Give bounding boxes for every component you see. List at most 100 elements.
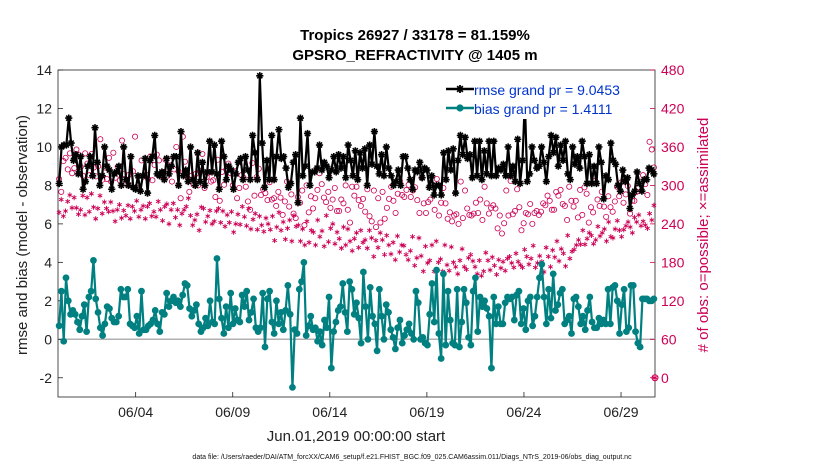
obs-assimilated-point [597, 233, 603, 239]
rmse-point [246, 176, 254, 184]
rmse-point [430, 191, 438, 199]
obs-assimilated-point [451, 259, 456, 265]
obs-possible-point [444, 215, 451, 222]
obs-possible-point [110, 149, 117, 156]
obs-assimilated-point [612, 226, 618, 232]
obs-assimilated-point [88, 191, 94, 197]
bias-point [517, 320, 525, 328]
obs-assimilated-point [106, 209, 112, 215]
rmse-point [79, 185, 87, 193]
obs-assimilated-point [302, 242, 308, 248]
bias-point [490, 293, 498, 301]
obs-assimilated-point [95, 205, 101, 212]
obs-assimilated-point [75, 211, 81, 217]
rmse-point [91, 124, 99, 132]
rmse-point [339, 152, 347, 161]
bias-point [213, 255, 221, 262]
obs-possible-point [351, 192, 358, 199]
rmse-point [530, 156, 539, 165]
rmse-point [487, 172, 496, 180]
bias-point [620, 285, 628, 293]
obs-possible-point [318, 181, 325, 188]
bias-point [195, 320, 203, 328]
obs-assimilated-point [295, 222, 301, 228]
rmse-point [389, 181, 398, 190]
obs-possible-point [353, 183, 360, 190]
bias-point [501, 299, 509, 307]
obs-assimilated-point [58, 196, 64, 203]
bias-point [577, 320, 585, 328]
bias-point [55, 322, 63, 330]
obs-assimilated-point [326, 239, 331, 245]
bias-point [465, 333, 472, 341]
obs-assimilated-point [358, 227, 364, 233]
obs-assimilated-point [601, 226, 607, 232]
obs-assimilated-point [188, 212, 194, 219]
obs-assimilated-point [224, 212, 230, 218]
rmse-point [554, 162, 562, 170]
obs-assimilated-point [269, 213, 275, 219]
bias-point [547, 314, 555, 322]
rmse-point [81, 177, 90, 186]
bias-point [236, 318, 244, 326]
bias-point [332, 318, 340, 326]
obs-assimilated-point [183, 203, 189, 210]
obs-assimilated-point [651, 202, 657, 208]
obs-assimilated-point [91, 204, 97, 210]
bias-point [369, 312, 376, 320]
obs-assimilated-point [123, 212, 129, 219]
obs-assimilated-point [362, 237, 368, 243]
obs-assimilated-point [578, 241, 584, 247]
bias-point [305, 322, 312, 330]
x-tick-label: 06/14 [312, 404, 347, 420]
rmse-point [492, 172, 500, 180]
rmse-point [456, 131, 464, 139]
legend-rmse-star [456, 85, 464, 93]
bias-point [115, 312, 123, 320]
rmse-point [354, 176, 362, 184]
bias-point [188, 312, 196, 320]
bias-point [565, 312, 573, 320]
bias-point [341, 308, 349, 316]
y2-tick-label: 420 [661, 100, 685, 116]
data-file-footnote: data file: /Users/raeder/DAI/ATM_forcXX/… [192, 454, 632, 461]
obs-assimilated-point [67, 192, 73, 198]
obs-assimilated-point [132, 208, 137, 214]
bias-point [74, 318, 81, 326]
obs-assimilated-point [545, 253, 551, 260]
rmse-point [132, 185, 140, 193]
obs-possible-point [149, 177, 156, 184]
obs-assimilated-point [483, 250, 489, 256]
bias-point [238, 291, 246, 299]
rmse-point [315, 141, 324, 149]
obs-possible-point [620, 199, 627, 206]
legend-bias-label: bias grand pr = 1.4111 [474, 101, 613, 117]
rmse-point [325, 174, 333, 182]
rmse-point [478, 176, 486, 184]
rmse-point [428, 172, 436, 180]
bias-point [636, 343, 644, 351]
obs-assimilated-point [606, 219, 612, 225]
rmse-point [299, 172, 307, 180]
bias-point [101, 320, 109, 328]
obs-assimilated-point [384, 232, 390, 239]
rmse-point [303, 129, 312, 138]
rmse-point [607, 139, 615, 147]
obs-assimilated-point [196, 227, 202, 233]
obs-assimilated-point [599, 230, 605, 236]
bias-point [131, 324, 139, 332]
obs-assimilated-point [414, 255, 420, 261]
rmse-point [215, 185, 223, 193]
rmse-point [643, 176, 651, 184]
obs-possible-point [71, 165, 78, 172]
obs-possible-point [477, 196, 484, 203]
rmse-point [74, 170, 82, 178]
obs-possible-point [234, 195, 241, 202]
rmse-point [179, 172, 187, 180]
obs-possible-point [414, 197, 421, 204]
rmse-point [251, 149, 259, 157]
rmse-point [573, 152, 581, 161]
bias-point [135, 330, 143, 337]
rmse-point [471, 137, 479, 145]
rmse-point [146, 156, 154, 165]
